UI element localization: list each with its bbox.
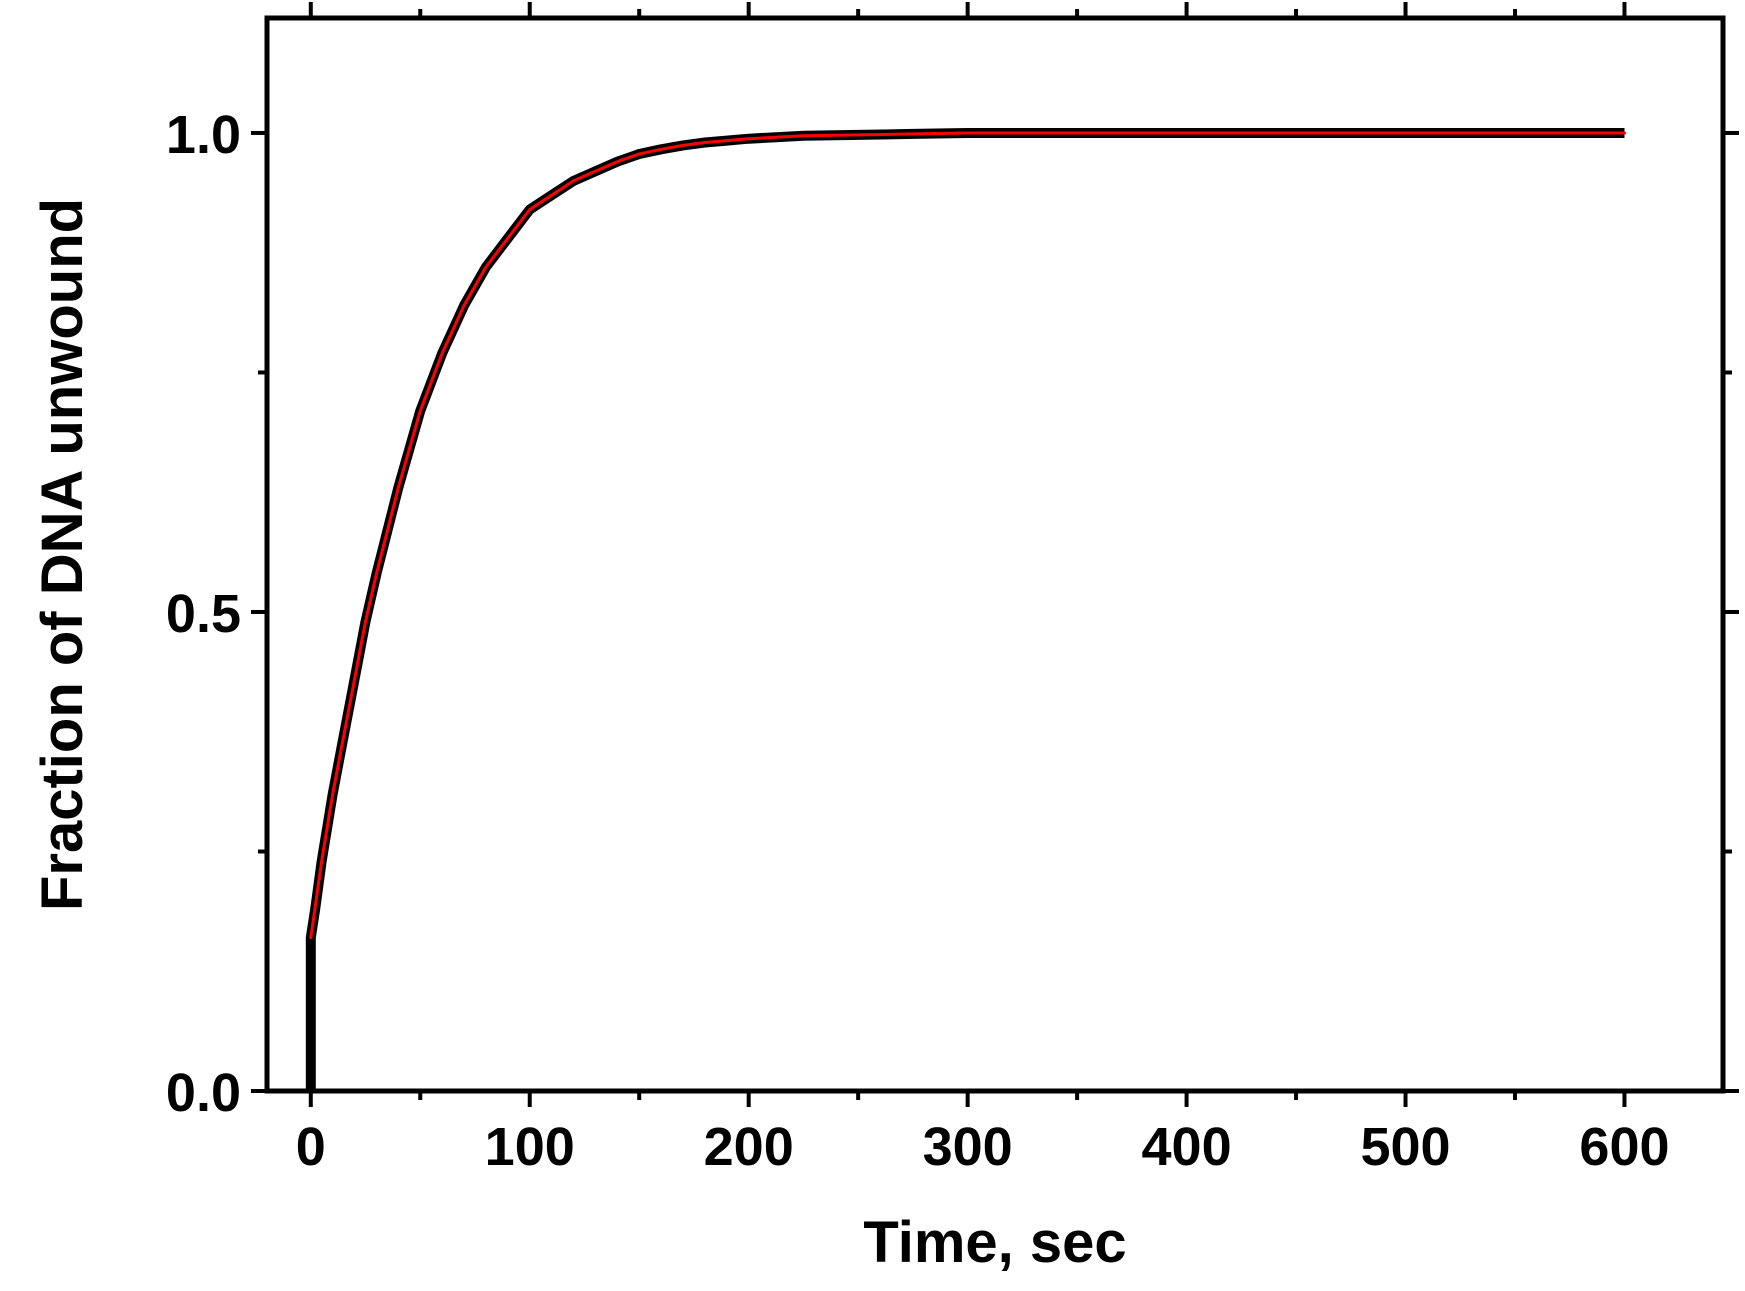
x-tick-label: 100 [485, 1117, 575, 1177]
y-tick-label: 1.0 [166, 105, 241, 165]
ticks-group [251, 2, 1739, 1107]
series-group [305, 128, 1626, 1091]
plot-frame [264, 15, 1726, 1094]
tick-labels-group: 0 100 200 300 400 500 600 0.0 0.5 1.0 [166, 105, 1670, 1177]
plot-frame-group [264, 15, 1726, 1094]
data-series-line [305, 128, 1625, 1091]
x-tick-label: 600 [1579, 1117, 1669, 1177]
y-axis-title: Fraction of DNA unwound [30, 198, 95, 911]
x-tick-label: 0 [296, 1117, 326, 1177]
x-tick-label: 500 [1360, 1117, 1450, 1177]
y-tick-label: 0.5 [166, 584, 241, 644]
x-tick-label: 400 [1142, 1117, 1232, 1177]
fit-series-line [309, 131, 1626, 940]
y-tick-label: 0.0 [166, 1063, 241, 1123]
x-axis-title: Time, sec [863, 1210, 1126, 1275]
x-tick-label: 300 [923, 1117, 1013, 1177]
x-tick-label: 200 [704, 1117, 794, 1177]
